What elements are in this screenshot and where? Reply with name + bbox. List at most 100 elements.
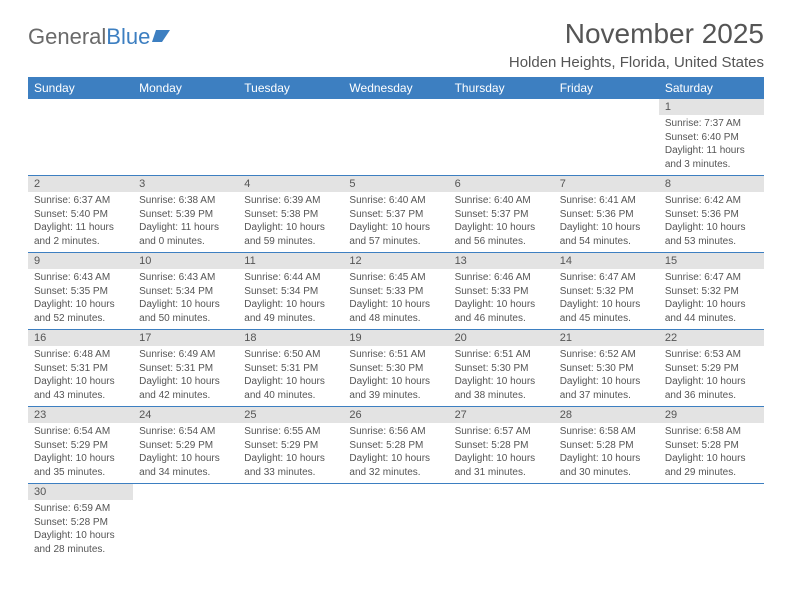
day-ss: Sunset: 5:39 PM xyxy=(139,208,232,222)
day-sr: Sunrise: 6:39 AM xyxy=(244,194,337,208)
day-d1: Daylight: 11 hours xyxy=(34,221,127,235)
day-d2: and 34 minutes. xyxy=(139,466,232,480)
day-d2: and 29 minutes. xyxy=(665,466,758,480)
day-sr: Sunrise: 6:37 AM xyxy=(34,194,127,208)
day-info-cell: Sunrise: 6:58 AMSunset: 5:28 PMDaylight:… xyxy=(659,423,764,484)
day-number-cell xyxy=(133,99,238,115)
calendar-page: GeneralBlue November 2025 Holden Heights… xyxy=(0,0,792,560)
day-sr: Sunrise: 6:51 AM xyxy=(349,348,442,362)
weekday-header: Monday xyxy=(133,77,238,99)
day-number-cell xyxy=(343,484,448,501)
day-info-cell: Sunrise: 6:48 AMSunset: 5:31 PMDaylight:… xyxy=(28,346,133,407)
day-sr: Sunrise: 6:53 AM xyxy=(665,348,758,362)
weekday-header: Thursday xyxy=(449,77,554,99)
day-d2: and 43 minutes. xyxy=(34,389,127,403)
day-number-cell xyxy=(554,99,659,115)
day-number-cell xyxy=(133,484,238,501)
day-ss: Sunset: 5:30 PM xyxy=(455,362,548,376)
day-ss: Sunset: 5:37 PM xyxy=(349,208,442,222)
day-sr: Sunrise: 6:58 AM xyxy=(665,425,758,439)
weekday-header: Tuesday xyxy=(238,77,343,99)
day-sr: Sunrise: 6:50 AM xyxy=(244,348,337,362)
day-info-cell xyxy=(28,115,133,176)
day-number-row: 23242526272829 xyxy=(28,407,764,424)
day-number-cell: 24 xyxy=(133,407,238,424)
day-d2: and 37 minutes. xyxy=(560,389,653,403)
day-info-cell: Sunrise: 6:47 AMSunset: 5:32 PMDaylight:… xyxy=(659,269,764,330)
day-d1: Daylight: 10 hours xyxy=(455,298,548,312)
day-number-cell: 9 xyxy=(28,253,133,270)
day-info-cell: Sunrise: 6:55 AMSunset: 5:29 PMDaylight:… xyxy=(238,423,343,484)
day-d1: Daylight: 10 hours xyxy=(349,452,442,466)
day-sr: Sunrise: 6:47 AM xyxy=(560,271,653,285)
day-d1: Daylight: 10 hours xyxy=(560,298,653,312)
day-number-row: 9101112131415 xyxy=(28,253,764,270)
day-d2: and 32 minutes. xyxy=(349,466,442,480)
day-ss: Sunset: 6:40 PM xyxy=(665,131,758,145)
day-number-row: 16171819202122 xyxy=(28,330,764,347)
day-info-cell xyxy=(659,500,764,560)
day-ss: Sunset: 5:31 PM xyxy=(34,362,127,376)
day-ss: Sunset: 5:34 PM xyxy=(139,285,232,299)
day-number-cell: 26 xyxy=(343,407,448,424)
day-d2: and 36 minutes. xyxy=(665,389,758,403)
day-number-cell: 15 xyxy=(659,253,764,270)
day-d2: and 46 minutes. xyxy=(455,312,548,326)
day-number-cell: 11 xyxy=(238,253,343,270)
day-d1: Daylight: 10 hours xyxy=(349,375,442,389)
weekday-header: Saturday xyxy=(659,77,764,99)
day-info-cell xyxy=(554,115,659,176)
day-d1: Daylight: 10 hours xyxy=(139,298,232,312)
day-d1: Daylight: 10 hours xyxy=(139,375,232,389)
day-d1: Daylight: 10 hours xyxy=(560,452,653,466)
day-ss: Sunset: 5:28 PM xyxy=(560,439,653,453)
day-ss: Sunset: 5:32 PM xyxy=(665,285,758,299)
day-d2: and 57 minutes. xyxy=(349,235,442,249)
day-info-cell: Sunrise: 6:40 AMSunset: 5:37 PMDaylight:… xyxy=(343,192,448,253)
title-block: November 2025 Holden Heights, Florida, U… xyxy=(509,18,764,71)
day-d1: Daylight: 10 hours xyxy=(560,375,653,389)
day-sr: Sunrise: 6:47 AM xyxy=(665,271,758,285)
day-info-cell: Sunrise: 6:49 AMSunset: 5:31 PMDaylight:… xyxy=(133,346,238,407)
weekday-header: Friday xyxy=(554,77,659,99)
weekday-header: Wednesday xyxy=(343,77,448,99)
day-d1: Daylight: 10 hours xyxy=(139,452,232,466)
day-d1: Daylight: 10 hours xyxy=(560,221,653,235)
day-number-cell xyxy=(449,484,554,501)
day-info-cell: Sunrise: 6:52 AMSunset: 5:30 PMDaylight:… xyxy=(554,346,659,407)
header: GeneralBlue November 2025 Holden Heights… xyxy=(28,18,764,71)
day-info-row: Sunrise: 6:59 AMSunset: 5:28 PMDaylight:… xyxy=(28,500,764,560)
day-d2: and 50 minutes. xyxy=(139,312,232,326)
day-d2: and 54 minutes. xyxy=(560,235,653,249)
day-d2: and 44 minutes. xyxy=(665,312,758,326)
day-d2: and 42 minutes. xyxy=(139,389,232,403)
day-d1: Daylight: 10 hours xyxy=(455,221,548,235)
day-d2: and 3 minutes. xyxy=(665,158,758,172)
day-d1: Daylight: 10 hours xyxy=(34,529,127,543)
day-number-cell: 13 xyxy=(449,253,554,270)
calendar-table: Sunday Monday Tuesday Wednesday Thursday… xyxy=(28,77,764,560)
day-number-cell xyxy=(238,484,343,501)
day-info-cell: Sunrise: 6:58 AMSunset: 5:28 PMDaylight:… xyxy=(554,423,659,484)
day-ss: Sunset: 5:34 PM xyxy=(244,285,337,299)
day-info-cell xyxy=(238,500,343,560)
day-d2: and 35 minutes. xyxy=(34,466,127,480)
day-info-cell xyxy=(554,500,659,560)
day-number-cell xyxy=(449,99,554,115)
day-d1: Daylight: 10 hours xyxy=(244,452,337,466)
day-sr: Sunrise: 6:54 AM xyxy=(34,425,127,439)
day-info-cell xyxy=(238,115,343,176)
day-number-cell xyxy=(28,99,133,115)
day-number-cell: 19 xyxy=(343,330,448,347)
day-number-cell: 5 xyxy=(343,176,448,193)
day-number-cell: 14 xyxy=(554,253,659,270)
day-ss: Sunset: 5:28 PM xyxy=(34,516,127,530)
day-d2: and 59 minutes. xyxy=(244,235,337,249)
day-d1: Daylight: 10 hours xyxy=(34,375,127,389)
day-d1: Daylight: 11 hours xyxy=(665,144,758,158)
day-d2: and 38 minutes. xyxy=(455,389,548,403)
day-sr: Sunrise: 6:46 AM xyxy=(455,271,548,285)
day-d2: and 56 minutes. xyxy=(455,235,548,249)
weekday-header: Sunday xyxy=(28,77,133,99)
day-number-cell xyxy=(343,99,448,115)
